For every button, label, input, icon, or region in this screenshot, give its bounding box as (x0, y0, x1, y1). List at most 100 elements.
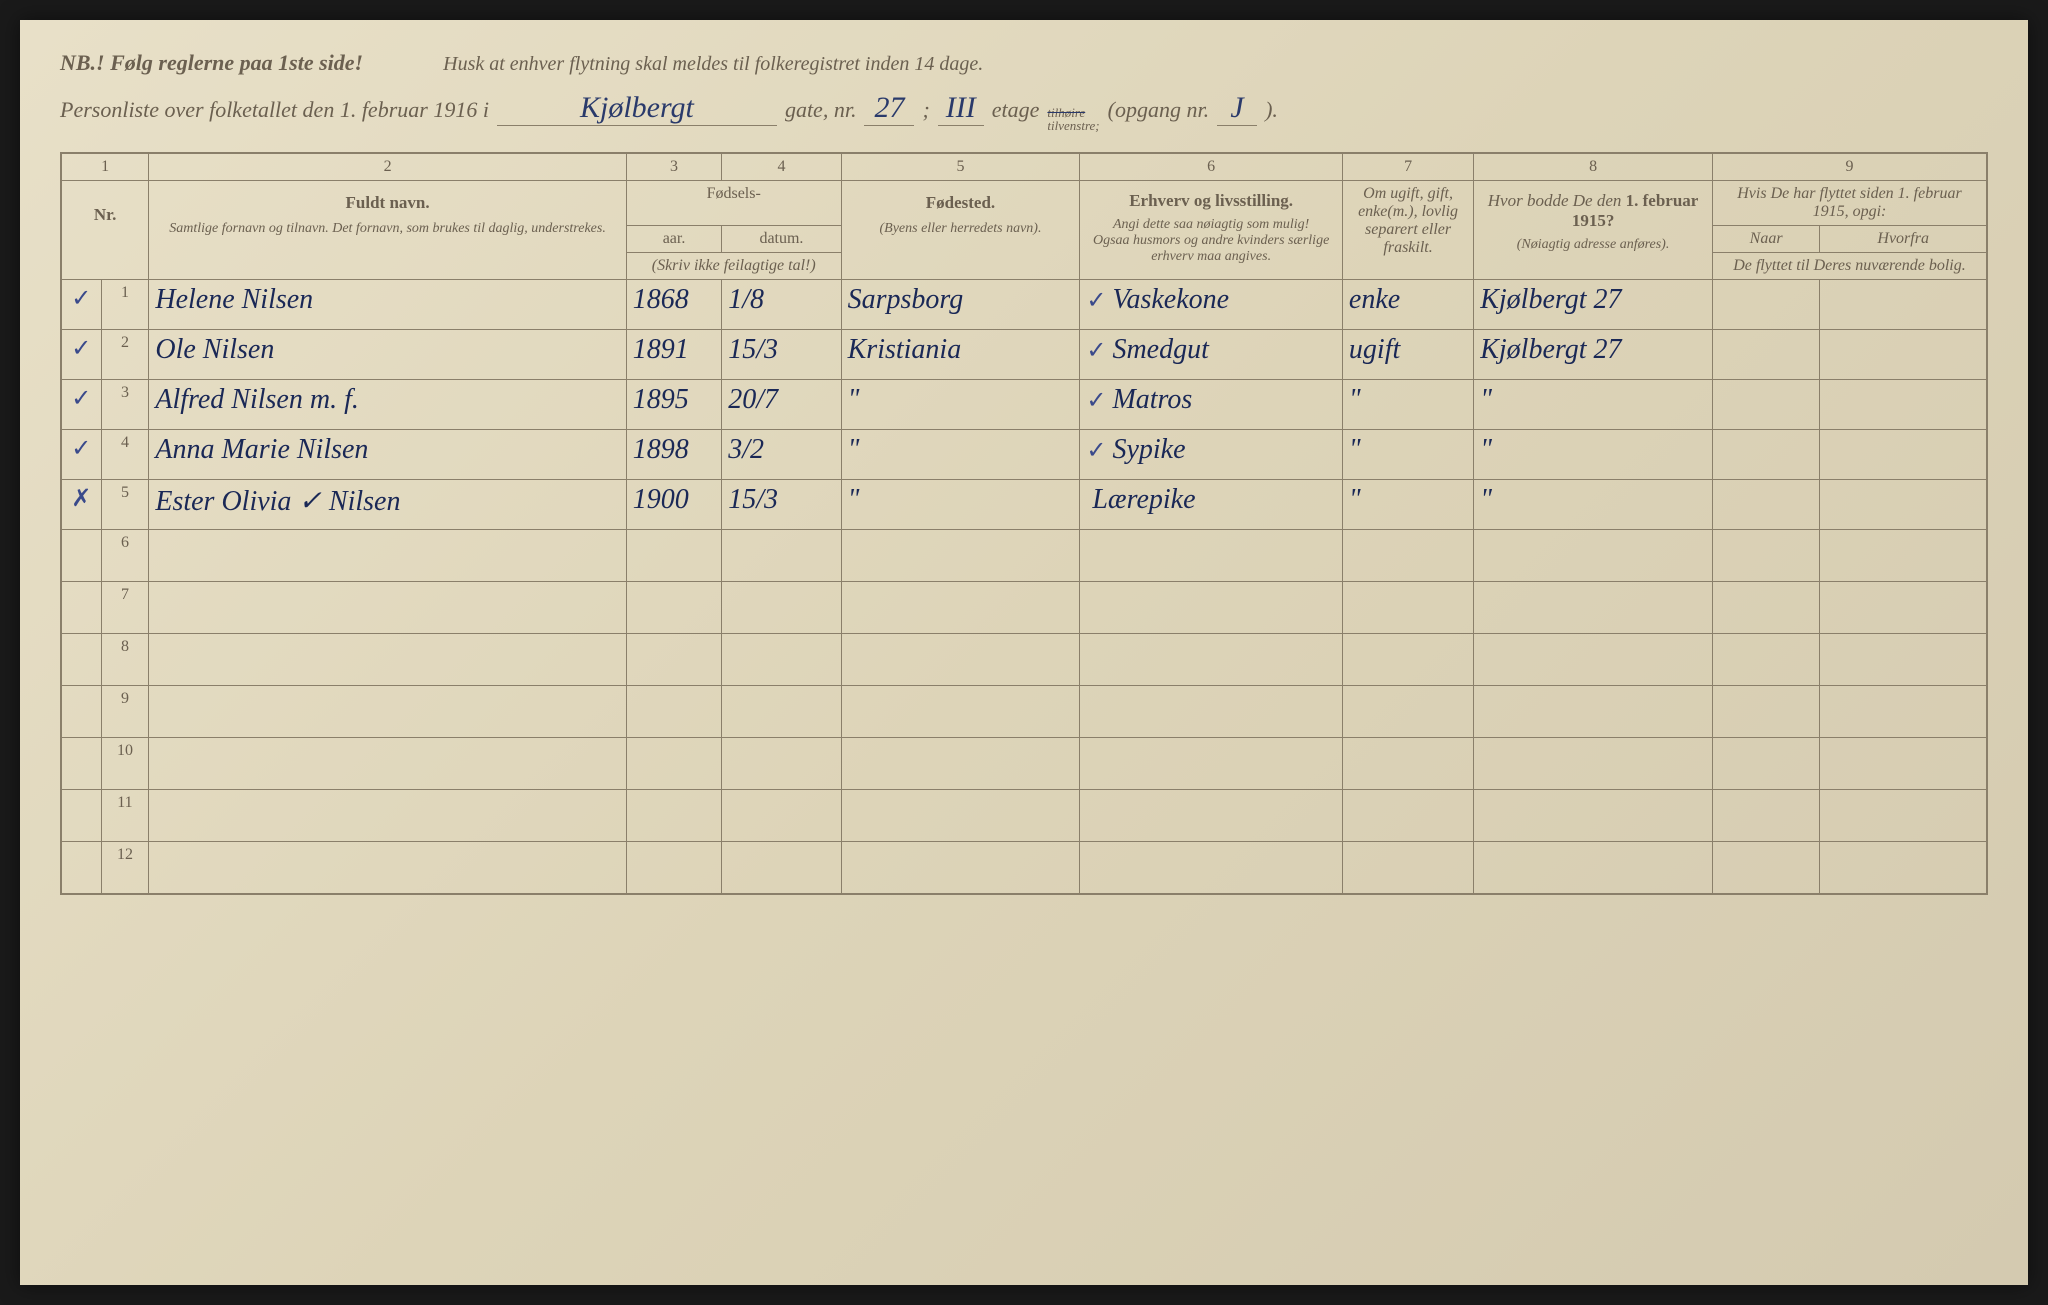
place-cell: Sarpsborg (841, 280, 1080, 330)
header-line-1: NB.! Følg reglerne paa 1ste side! Husk a… (60, 50, 1988, 76)
hvorfra-cell (1820, 686, 1987, 738)
row-number: 12 (101, 842, 149, 894)
date-cell: 20/7 (722, 380, 841, 430)
table-row: ✓ 4 Anna Marie Nilsen 1898 3/2 " ✓Sypike… (61, 430, 1987, 480)
place-cell: " (841, 380, 1080, 430)
place-cell: Kristiania (841, 330, 1080, 380)
hvorfra-cell (1820, 280, 1987, 330)
opgang-label: (opgang nr. (1108, 97, 1209, 123)
table-row-empty: 10 (61, 738, 1987, 790)
row-number: 2 (101, 330, 149, 380)
addr-cell (1474, 842, 1713, 894)
row-number: 6 (101, 530, 149, 582)
occupation-cell: ✓Matros (1080, 380, 1343, 430)
name-cell: Ester Olivia ✓ Nilsen (149, 480, 626, 530)
navn-sub-label: Samtlige fornavn og tilnavn. Det fornavn… (155, 221, 619, 237)
row-mark: ✗ (61, 480, 101, 530)
personliste-label: Personliste over folketallet den 1. febr… (60, 97, 489, 123)
name-header: Fuldt navn. Samtlige fornavn og tilnavn.… (149, 181, 626, 280)
tilvenstre: tilvenstre; (1047, 119, 1099, 132)
row-mark (61, 634, 101, 686)
husk-reminder: Husk at enhver flytning skal meldes til … (443, 53, 983, 76)
year-cell: 1891 (626, 330, 721, 380)
occupation-cell (1080, 686, 1343, 738)
hvorfra-cell (1820, 530, 1987, 582)
gate-label: gate, nr. (785, 97, 857, 123)
row-mark: ✓ (61, 330, 101, 380)
row-number: 3 (101, 380, 149, 430)
status-cell (1342, 582, 1473, 634)
row-mark (61, 790, 101, 842)
occupation-cell: ✓Sypike (1080, 430, 1343, 480)
table-row-empty: 11 (61, 790, 1987, 842)
place-cell (841, 790, 1080, 842)
date-cell (722, 582, 841, 634)
name-cell: Anna Marie Nilsen (149, 430, 626, 480)
gate-nr: 27 (864, 91, 914, 126)
year-cell: 1898 (626, 430, 721, 480)
skriv-ikke: (Skriv ikke feilagtige tal!) (626, 253, 841, 280)
year-cell (626, 842, 721, 894)
addr-cell: Kjølbergt 27 (1474, 280, 1713, 330)
name-cell (149, 738, 626, 790)
hvorfra-cell (1820, 790, 1987, 842)
status-cell (1342, 634, 1473, 686)
date-cell: 15/3 (722, 480, 841, 530)
place-cell (841, 842, 1080, 894)
date-cell (722, 686, 841, 738)
status-cell (1342, 738, 1473, 790)
table-row-empty: 9 (61, 686, 1987, 738)
row-number: 1 (101, 280, 149, 330)
occupation-cell (1080, 530, 1343, 582)
row-number: 5 (101, 480, 149, 530)
addr-cell (1474, 686, 1713, 738)
aar-header: aar. (626, 226, 721, 253)
status-cell (1342, 790, 1473, 842)
row-mark (61, 738, 101, 790)
occupation-cell (1080, 738, 1343, 790)
addr-cell (1474, 582, 1713, 634)
place-cell: " (841, 480, 1080, 530)
addr-sub: (Nøiagtig adresse anføres). (1480, 237, 1706, 253)
occupation-cell: Lærepike (1080, 480, 1343, 530)
census-body: ✓ 1 Helene Nilsen 1868 1/8 Sarpsborg ✓Va… (61, 280, 1987, 894)
hvorfra-cell (1820, 842, 1987, 894)
addr-cell: " (1474, 430, 1713, 480)
row-mark: ✓ (61, 430, 101, 480)
etage-val: III (938, 91, 984, 126)
hvorfra-cell (1820, 480, 1987, 530)
col-number-row: 1 2 3 4 5 6 7 8 9 (61, 153, 1987, 181)
status-cell (1342, 530, 1473, 582)
row-number: 4 (101, 430, 149, 480)
name-cell: Helene Nilsen (149, 280, 626, 330)
row-number: 8 (101, 634, 149, 686)
erhverv-sub2: Ogsaa husmors og andre kvinders særlige … (1086, 233, 1336, 265)
table-row-empty: 8 (61, 634, 1987, 686)
date-cell (722, 790, 841, 842)
year-cell (626, 634, 721, 686)
status-cell: ugift (1342, 330, 1473, 380)
status-cell (1342, 686, 1473, 738)
erhverv-label: Erhverv og livsstilling. (1086, 191, 1336, 211)
col-num-9: 9 (1712, 153, 1987, 181)
date-cell: 15/3 (722, 330, 841, 380)
hvorfra-cell (1820, 634, 1987, 686)
addr-cell (1474, 790, 1713, 842)
col-num-5: 5 (841, 153, 1080, 181)
addr-header: Hvor bodde De den 1. februar 1915? (Nøia… (1474, 181, 1713, 280)
col-num-8: 8 (1474, 153, 1713, 181)
naar-cell (1712, 480, 1819, 530)
status-cell: enke (1342, 280, 1473, 330)
date-cell: 3/2 (722, 430, 841, 480)
name-cell: Alfred Nilsen m. f. (149, 380, 626, 430)
hvorfra-cell (1820, 738, 1987, 790)
col-num-7: 7 (1342, 153, 1473, 181)
naar-cell (1712, 430, 1819, 480)
table-row: ✗ 5 Ester Olivia ✓ Nilsen 1900 15/3 " Læ… (61, 480, 1987, 530)
fodested-sub-label: (Byens eller herredets navn). (848, 221, 1074, 237)
occupation-cell: ✓Smedgut (1080, 330, 1343, 380)
occupation-cell (1080, 634, 1343, 686)
etage-label: etage (992, 97, 1040, 123)
date-cell (722, 634, 841, 686)
table-row-empty: 7 (61, 582, 1987, 634)
